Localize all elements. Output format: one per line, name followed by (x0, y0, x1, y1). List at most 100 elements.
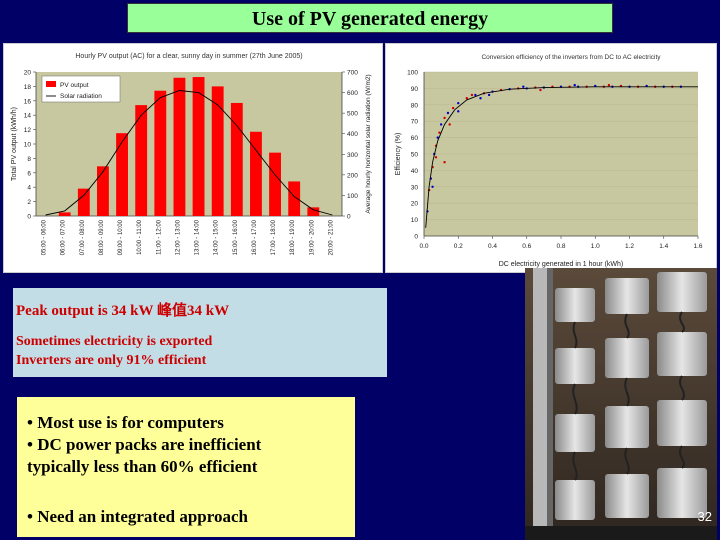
x-tick-label: 1.0 (591, 243, 600, 250)
bar (192, 77, 205, 216)
y2-tick-label: 100 (347, 193, 358, 200)
data-point (487, 93, 491, 97)
y2-tick-label: 500 (347, 111, 358, 118)
data-point (607, 83, 611, 87)
x-tick-label: 0.8 (556, 243, 565, 250)
y-tick-label: 30 (411, 184, 419, 191)
y2-axis-label: Average hourly horizontal solar radiatio… (365, 74, 372, 213)
bar (154, 90, 167, 216)
x-axis-label: DC electricity generated in 1 hour (kWh) (499, 261, 624, 268)
legend: PV output Solar radiation (41, 75, 121, 103)
y-tick-label: 14 (24, 113, 32, 120)
chart-title: Conversion efficiency of the inverters f… (481, 54, 661, 61)
x-tick-label: 06:00 - 07:00 (61, 219, 67, 255)
bullet-dc-power-packs-cont: typically less than 60% efficient (27, 457, 258, 476)
legend-label-pv: PV output (60, 82, 89, 89)
y-tick-label: 80 (411, 102, 419, 109)
bar (269, 152, 281, 216)
x-tick-label: 15:00 - 16:00 (233, 219, 239, 255)
hourly-pv-output-svg: Hourly PV output (AC) for a clear, sunny… (11, 53, 372, 255)
data-point (448, 123, 451, 126)
data-point (465, 97, 469, 100)
x-tick-label: 13:00 - 14:00 (195, 219, 201, 255)
legend-swatch-pv (46, 81, 56, 87)
y-axis-label: Total PV output (kWh/h) (11, 107, 18, 181)
x-tick-label: 1.2 (625, 243, 634, 250)
inverters-photo-illustration (525, 268, 717, 540)
data-point (522, 85, 525, 88)
data-point (479, 97, 482, 100)
solar-radiation-line (45, 90, 333, 216)
data-point (439, 123, 443, 126)
x-tick-label: 0.0 (419, 243, 428, 250)
inverter-efficiency-svg: Conversion efficiency of the inverters f… (395, 54, 703, 268)
y2-tick-label: 400 (347, 131, 358, 138)
x-tick-label: 16:00 - 17:00 (252, 219, 258, 255)
y-tick-label: 18 (24, 84, 32, 91)
x-tick-label: 1.4 (659, 243, 668, 250)
y-tick-label: 0 (27, 214, 31, 221)
bullet-computers: • Most use is for computers (27, 413, 224, 432)
y-tick-label: 40 (411, 168, 419, 175)
x-tick-label: 05:00 - 06:00 (42, 219, 48, 255)
y-tick-label: 16 (24, 98, 32, 105)
page-number: 32 (697, 509, 712, 524)
bar (77, 188, 90, 216)
data-point (438, 131, 441, 134)
data-point (431, 185, 434, 188)
peak-output-text: Peak output is 34 kW 峰值34 kW (16, 303, 230, 319)
data-point (470, 93, 474, 97)
data-point (443, 116, 446, 120)
bar (97, 166, 109, 216)
x-tick-label: 18:00 - 19:00 (290, 219, 296, 255)
fit-curve (425, 86, 698, 228)
data-point (434, 156, 438, 159)
y-tick-label: 8 (27, 156, 31, 163)
x-tick-label: 0.4 (488, 243, 497, 250)
data-point (474, 93, 477, 97)
x-tick-label: 09:00 - 10:00 (118, 219, 124, 255)
x-tick-label: 0.2 (454, 243, 463, 250)
export-text: Sometimes electricity is exported (16, 334, 213, 349)
y2-tick-label: 0 (347, 214, 351, 221)
data-point (436, 136, 439, 139)
bar (58, 212, 71, 216)
bar (173, 77, 186, 216)
x-tick-label: 11:00 - 12:00 (156, 219, 162, 255)
x-tick-label: 1.6 (693, 243, 702, 250)
bar (230, 102, 243, 216)
bar (211, 86, 224, 217)
bar (116, 133, 128, 216)
x-tick-label: 17:00 - 18:00 (271, 219, 277, 255)
bar (307, 207, 320, 216)
bar (135, 105, 148, 216)
y-tick-label: 70 (411, 119, 419, 126)
data-point (451, 106, 455, 110)
slide-title: Use of PV generated energy (127, 3, 613, 33)
y-tick-label: 2 (27, 199, 31, 206)
y-tick-label: 60 (411, 135, 419, 142)
legend-box (41, 75, 121, 103)
x-tick-label: 08:00 - 09:00 (99, 219, 105, 255)
x-tick-label: 19:00 - 20:00 (309, 219, 315, 255)
y2-tick-label: 300 (347, 152, 358, 159)
info-box: Peak output is 34 kW 峰值34 kW Sometimes e… (13, 288, 387, 377)
data-point (457, 110, 460, 113)
y-tick-label: 20 (24, 70, 32, 77)
y-tick-label: 50 (411, 152, 419, 159)
inverter-efficiency-chart: Conversion efficiency of the inverters f… (385, 43, 717, 273)
y-axis-label: Efficiency (%) (395, 133, 402, 176)
bullet-integrated-approach: • Need an integrated approach (27, 507, 248, 526)
y-tick-label: 10 (411, 217, 419, 224)
y-tick-label: 12 (24, 127, 32, 134)
y-tick-label: 100 (407, 70, 418, 77)
inverters-photo (525, 268, 717, 540)
x-tick-label: 14:00 - 15:00 (214, 219, 220, 255)
data-point (446, 111, 450, 115)
inverter-efficiency-text: Inverters are only 91% efficient (16, 353, 207, 368)
y2-tick-label: 700 (347, 70, 358, 77)
y-tick-label: 4 (27, 185, 31, 192)
y2-tick-label: 200 (347, 172, 358, 179)
hourly-pv-output-chart: Hourly PV output (AC) for a clear, sunny… (3, 43, 383, 273)
data-point (573, 83, 576, 87)
